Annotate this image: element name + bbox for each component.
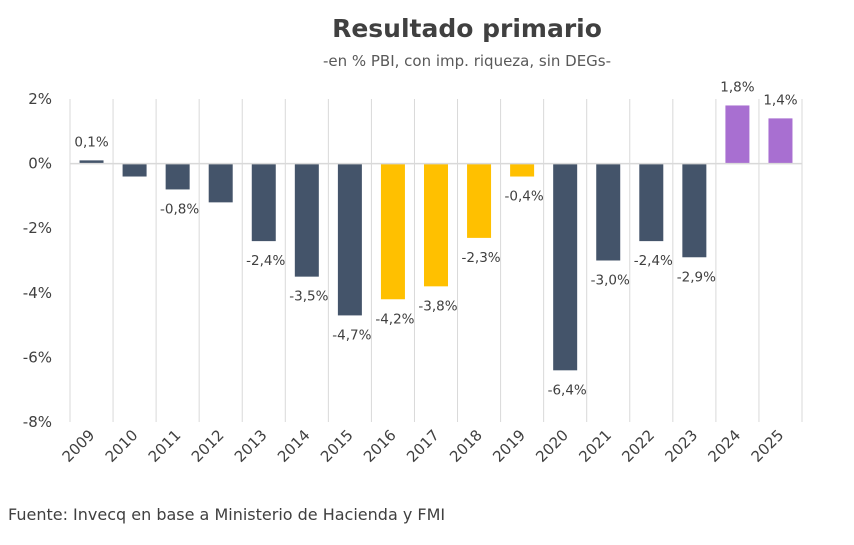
bar-2018 [467, 163, 492, 238]
x-tick-label: 2016 [360, 426, 400, 466]
y-tick-label: 0% [28, 155, 52, 173]
bar-2016 [380, 163, 405, 300]
data-label: 0,1% [74, 134, 108, 150]
bar-2013 [251, 163, 276, 242]
bar-2023 [682, 163, 707, 258]
chart-subtitle: -en % PBI, con imp. riqueza, sin DEGs- [322, 52, 612, 70]
x-tick-label: 2015 [317, 426, 357, 466]
data-label: -0,4% [505, 189, 544, 205]
x-tick-label: 2012 [188, 426, 228, 466]
source-note: Fuente: Invecq en base a Ministerio de H… [8, 505, 446, 524]
x-tick-label: 2025 [748, 426, 788, 466]
x-tick-label: 2022 [618, 426, 658, 466]
data-label: 1,4% [763, 92, 797, 108]
x-tick-label: 2018 [446, 426, 486, 466]
data-label: -2,4% [246, 253, 285, 269]
bar-2010 [122, 163, 147, 177]
data-label: -4,2% [375, 311, 414, 327]
x-tick-label: 2023 [661, 426, 701, 466]
data-label: -3,8% [418, 298, 457, 314]
data-label: 1,8% [720, 79, 754, 95]
bar-2017 [424, 163, 448, 287]
y-tick-label: -8% [23, 413, 52, 431]
x-tick-label: 2017 [403, 426, 443, 466]
data-label: -2,4% [634, 253, 673, 269]
chart-title: Resultado primario [332, 14, 602, 43]
x-tick-label: 2019 [489, 426, 529, 466]
bar-2014 [294, 163, 319, 277]
bar-2009 [79, 160, 104, 164]
data-label: -2,3% [461, 250, 500, 266]
data-label: -6,4% [548, 382, 587, 398]
bar-2021 [596, 163, 621, 261]
bar-2020 [553, 163, 578, 371]
y-tick-label: -6% [23, 348, 52, 366]
x-tick-label: 2011 [145, 426, 185, 466]
data-label: -4,7% [332, 327, 371, 343]
y-tick-label: -2% [23, 219, 52, 237]
bar-2024 [725, 105, 750, 164]
bar-2022 [639, 163, 664, 242]
data-label: -3,0% [591, 273, 630, 289]
y-tick-label: -4% [23, 284, 52, 302]
x-tick-label: 2010 [102, 426, 142, 466]
data-label: -2,9% [677, 269, 716, 285]
x-tick-label: 2013 [231, 426, 271, 466]
y-tick-label: 2% [28, 90, 52, 108]
bar-2025 [768, 118, 793, 164]
x-tick-label: 2009 [59, 426, 99, 466]
x-tick-label: 2021 [575, 426, 615, 466]
bar-2011 [165, 163, 190, 190]
data-label: -3,5% [289, 289, 328, 305]
x-tick-label: 2014 [274, 426, 314, 466]
bar-2012 [208, 163, 233, 203]
bar-2019 [510, 163, 535, 177]
bar-2015 [337, 163, 362, 316]
data-label: -0,8% [160, 201, 199, 217]
x-tick-label: 2024 [705, 426, 745, 466]
x-tick-label: 2020 [532, 426, 572, 466]
